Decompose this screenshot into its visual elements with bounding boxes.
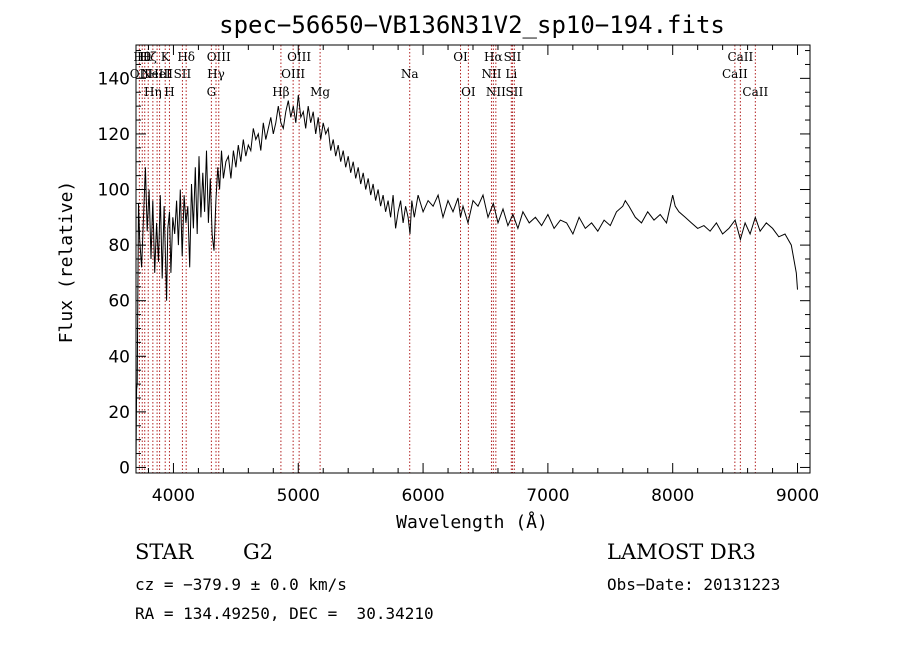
object-class: STAR — [135, 540, 194, 564]
line-marker-label: OIII — [207, 50, 231, 64]
y-axis-label: Flux (relative) — [56, 181, 77, 344]
x-tick-label: 4000 — [152, 486, 195, 506]
plot-frame — [135, 44, 811, 474]
line-marker-label: Hη — [144, 85, 162, 99]
line-marker-label: SII — [505, 85, 523, 99]
line-marker-label: CaII — [742, 85, 768, 99]
line-marker-label: Hδ — [177, 50, 195, 64]
line-marker-label: NII — [481, 67, 501, 81]
x-tick-label: 5000 — [277, 486, 320, 506]
y-tick-label: 20 — [108, 403, 130, 423]
line-marker-label: OI — [461, 85, 476, 99]
line-marker-label: OIII — [281, 67, 305, 81]
redshift-text: cz = −379.9 ± 0.0 km/s — [135, 575, 347, 594]
line-marker-label: SII — [174, 67, 192, 81]
x-tick-label: 8000 — [651, 486, 694, 506]
y-tick-label: 80 — [108, 236, 130, 256]
y-tick-label: 140 — [98, 69, 130, 89]
y-tick-label: 0 — [119, 458, 130, 478]
y-tick-label: 40 — [108, 347, 130, 367]
line-markers — [138, 45, 756, 473]
x-axis: 4000 5000 6000 7000 8000 9000 — [147, 45, 819, 506]
line-marker-label: NII — [486, 85, 506, 99]
x-tick-label: 7000 — [526, 486, 569, 506]
line-marker-labels: OIIHθHιHζHηNeIIIHeIKHSIIHδGHγOIIIHβOIIIO… — [130, 50, 769, 99]
line-marker-label: G — [207, 85, 217, 99]
line-marker-label: NeIII — [141, 67, 173, 81]
line-marker-label: HeI — [148, 67, 171, 81]
line-marker-label: OI — [453, 50, 468, 64]
y-tick-label: 60 — [108, 292, 130, 312]
chart-title: spec−56650−VB136N31V2_sp10−194.fits — [219, 11, 725, 39]
x-tick-label: 9000 — [776, 486, 819, 506]
line-marker-label: Hι — [137, 50, 152, 64]
line-marker-label: K — [161, 50, 171, 64]
y-tick-label: 120 — [98, 125, 130, 145]
line-marker-label: CaII — [722, 67, 748, 81]
line-marker-label: Hζ — [140, 50, 157, 64]
y-tick-label: 100 — [98, 181, 130, 201]
line-marker-label: Hγ — [207, 67, 225, 81]
x-axis-label: Wavelength (Å) — [396, 511, 548, 533]
line-marker-label: Hθ — [133, 50, 151, 64]
line-marker-label: CaII — [727, 50, 753, 64]
line-marker-label: SII — [504, 50, 522, 64]
line-marker-label: Na — [401, 67, 419, 81]
coordinates: RA = 134.49250, DEC = 30.34210 — [135, 604, 434, 623]
line-marker-label: Hα — [484, 50, 503, 64]
spectrum-line — [135, 94, 798, 462]
line-marker-label: OII — [130, 67, 150, 81]
subclass: G2 — [243, 540, 274, 564]
line-marker-label: H — [164, 85, 174, 99]
y-axis: 0 20 40 60 80 100 120 140 — [98, 50, 810, 478]
survey-name: LAMOST DR3 — [607, 540, 756, 564]
x-tick-label: 6000 — [401, 486, 444, 506]
obs-date: Obs−Date: 20131223 — [607, 575, 781, 594]
line-marker-label: Hβ — [272, 85, 289, 99]
line-marker-label: Li — [505, 67, 517, 81]
line-marker-label: OIII — [287, 50, 311, 64]
line-marker-label: Mg — [310, 85, 330, 99]
